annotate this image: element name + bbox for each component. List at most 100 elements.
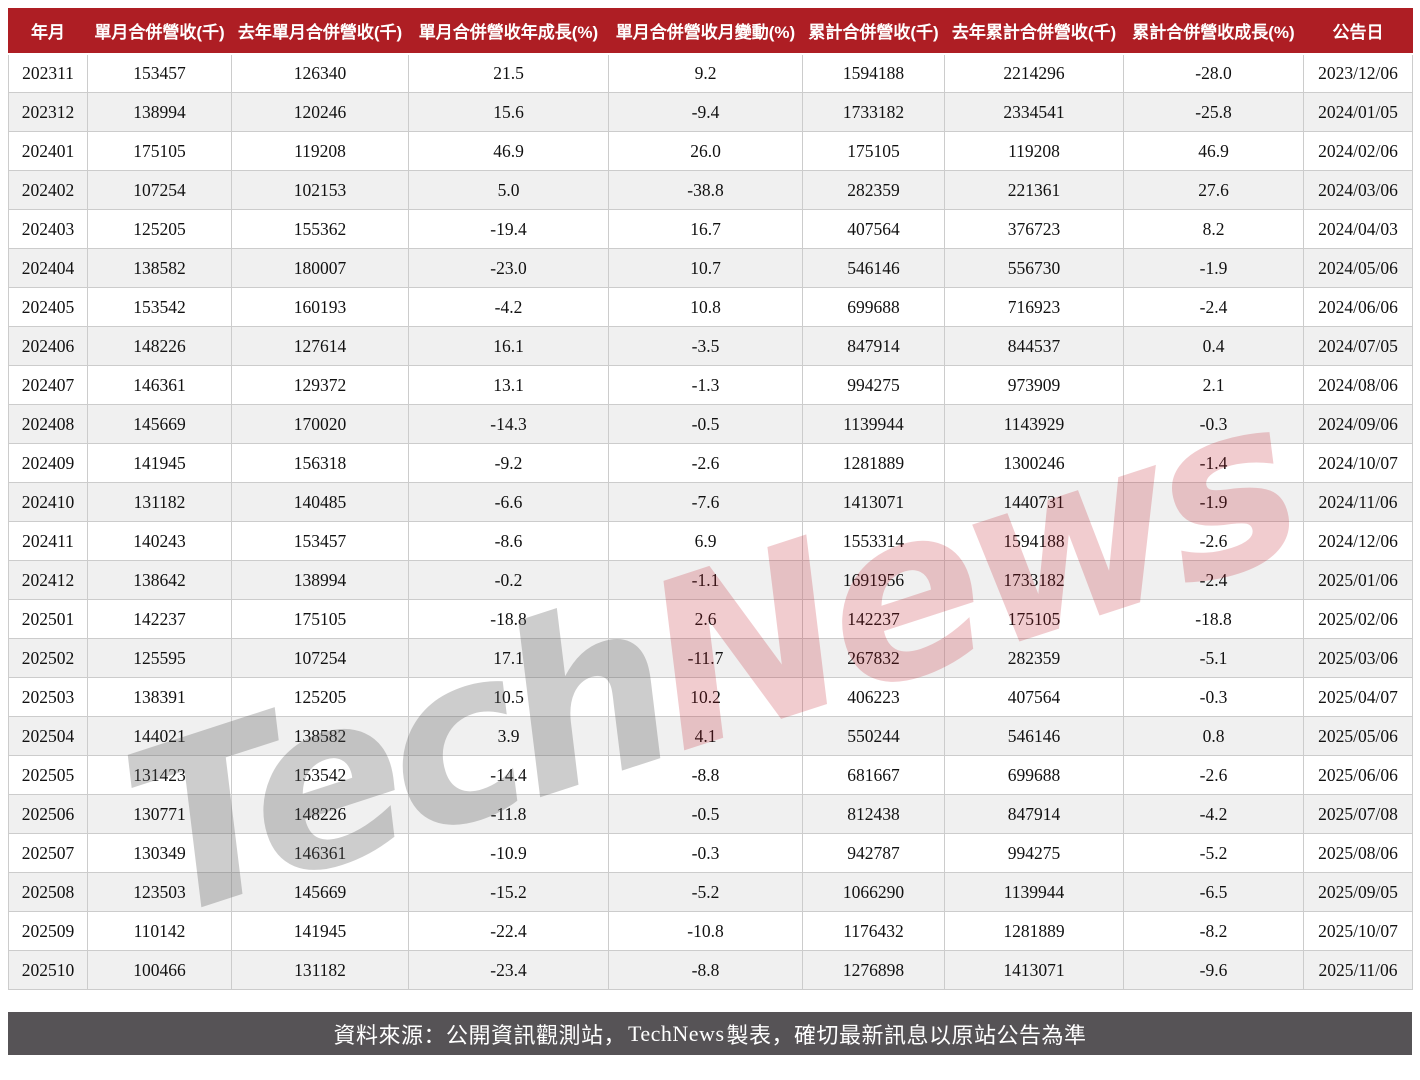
table-cell: -5.1 [1123, 638, 1304, 678]
table-cell: -4.2 [1123, 794, 1304, 834]
table-cell: -10.8 [608, 911, 803, 951]
table-cell: 13.1 [408, 365, 609, 405]
col-header-monthly-revenue: 單月合併營收(千) [87, 8, 232, 55]
table-cell: -1.9 [1123, 248, 1304, 288]
table-cell: 2025/01/06 [1303, 560, 1413, 600]
table-cell: 202509 [8, 911, 88, 951]
table-cell: 107254 [87, 170, 232, 210]
table-cell: -25.8 [1123, 92, 1304, 132]
table-cell: 847914 [802, 326, 945, 366]
table-cell: 129372 [231, 365, 409, 405]
table-cell: -1.4 [1123, 443, 1304, 483]
table-cell: 2024/05/06 [1303, 248, 1413, 288]
table-cell: 175105 [802, 131, 945, 171]
table-cell: 138582 [87, 248, 232, 288]
table-cell: 146361 [87, 365, 232, 405]
table-cell: -9.4 [608, 92, 803, 132]
table-cell: 146361 [231, 833, 409, 873]
table-cell: 202406 [8, 326, 88, 366]
table-cell: 2024/04/03 [1303, 209, 1413, 249]
table-cell: -2.6 [1123, 755, 1304, 795]
table-cell: 202510 [8, 950, 88, 990]
table-cell: -9.6 [1123, 950, 1304, 990]
table-cell: 153542 [87, 287, 232, 327]
table-cell: 180007 [231, 248, 409, 288]
table-cell: 16.7 [608, 209, 803, 249]
table-cell: 2024/02/06 [1303, 131, 1413, 171]
table-cell: 46.9 [408, 131, 609, 171]
table-cell: 1413071 [944, 950, 1124, 990]
table-cell: -5.2 [608, 872, 803, 912]
table-row: 202311 153457 126340 21.5 9.2 1594188 2214296-… [8, 53, 1413, 93]
table-cell: 681667 [802, 755, 945, 795]
table-cell: 1553314 [802, 521, 945, 561]
source-note-prefix: 資料來源：公開資訊觀測站， [333, 1022, 626, 1048]
table-cell: 3.9 [408, 716, 609, 756]
table-cell: 153457 [87, 53, 232, 93]
table-row: 202509 110142 141945 -22.4 -10.8 1176432 12818… [8, 911, 1413, 951]
table-row: 202412 138642 138994 -0.2 -1.1 1691956 1733182… [8, 560, 1413, 600]
table-row: 202401 175105 119208 46.9 26.0 175105 119208 46… [8, 131, 1413, 171]
table-cell: 141945 [231, 911, 409, 951]
table-cell: 10.5 [408, 677, 609, 717]
table-cell: 141945 [87, 443, 232, 483]
table-row: 202409 141945 156318 -9.2 -2.6 1281889 1300246… [8, 443, 1413, 483]
table-row: 202506 130771 148226 -11.8 -0.5 812438 847914-… [8, 794, 1413, 834]
table-cell: 2.6 [608, 599, 803, 639]
table-row: 202502 125595 107254 17.1 -11.7 267832 282359-… [8, 638, 1413, 678]
table-cell: 1733182 [944, 560, 1124, 600]
table-row: 202505 131423 153542 -14.4 -8.8 681667 699688-… [8, 755, 1413, 795]
table-cell: 2023/12/06 [1303, 53, 1413, 93]
table-cell: 145669 [87, 404, 232, 444]
table-cell: 1594188 [802, 53, 945, 93]
table-cell: 2024/11/06 [1303, 482, 1413, 522]
table-cell: 1139944 [802, 404, 945, 444]
col-header-monthly-mom-change: 單月合併營收月變動(%) [608, 8, 803, 55]
table-cell: 221361 [944, 170, 1124, 210]
table-cell: 406223 [802, 677, 945, 717]
table-cell: 0.4 [1123, 326, 1304, 366]
table-cell: 27.6 [1123, 170, 1304, 210]
table-cell: 2.1 [1123, 365, 1304, 405]
table-cell: 202508 [8, 872, 88, 912]
table-row: 202406 148226 127614 16.1 -3.5 847914 844537 0.… [8, 326, 1413, 366]
table-cell: -2.6 [608, 443, 803, 483]
table-cell: 21.5 [408, 53, 609, 93]
table-cell: 17.1 [408, 638, 609, 678]
table-cell: 2024/07/05 [1303, 326, 1413, 366]
table-cell: 202505 [8, 755, 88, 795]
table-cell: -0.3 [608, 833, 803, 873]
table-cell: 844537 [944, 326, 1124, 366]
col-header-cumulative-growth: 累計合併營收成長(%) [1123, 8, 1304, 55]
table-cell: 100466 [87, 950, 232, 990]
table-cell: 2024/09/06 [1303, 404, 1413, 444]
table-cell: 131423 [87, 755, 232, 795]
table-cell: 546146 [944, 716, 1124, 756]
table-cell: 120246 [231, 92, 409, 132]
table-cell: 6.9 [608, 521, 803, 561]
table-cell: 202412 [8, 560, 88, 600]
table-cell: 546146 [802, 248, 945, 288]
table-row: 202405 153542 160193 -4.2 10.8 699688 716923 -2… [8, 287, 1413, 327]
table-cell: 1281889 [802, 443, 945, 483]
table-cell: 140485 [231, 482, 409, 522]
table-cell: 282359 [802, 170, 945, 210]
table-cell: 1176432 [802, 911, 945, 951]
table-cell: 376723 [944, 209, 1124, 249]
table-cell: 2025/08/06 [1303, 833, 1413, 873]
table-cell: -22.4 [408, 911, 609, 951]
table-cell: 138582 [231, 716, 409, 756]
col-header-monthly-yoy-growth: 單月合併營收年成長(%) [408, 8, 609, 55]
table-cell: 847914 [944, 794, 1124, 834]
table-cell: -1.9 [1123, 482, 1304, 522]
col-header-cumulative-revenue: 累計合併營收(千) [802, 8, 945, 55]
table-cell: -1.1 [608, 560, 803, 600]
table-cell: -14.3 [408, 404, 609, 444]
table-cell: -8.8 [608, 950, 803, 990]
table-cell: -0.3 [1123, 404, 1304, 444]
table-cell: 994275 [802, 365, 945, 405]
table-cell: -2.4 [1123, 560, 1304, 600]
table-header-row: 年月 單月合併營收(千) 去年單月合併營收(千) 單月合併營收年成長(%) 單月… [8, 8, 1413, 55]
table-cell: 550244 [802, 716, 945, 756]
table-cell: 130771 [87, 794, 232, 834]
